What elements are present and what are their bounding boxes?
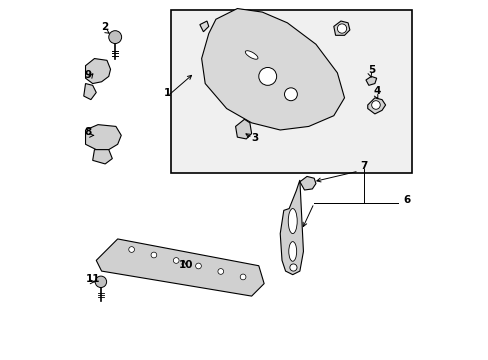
Text: 2: 2 <box>101 22 108 32</box>
Circle shape <box>128 247 134 252</box>
Circle shape <box>151 252 157 258</box>
Text: 7: 7 <box>360 161 367 171</box>
Polygon shape <box>96 239 264 296</box>
Text: 11: 11 <box>85 274 100 284</box>
Circle shape <box>195 263 201 269</box>
Text: 6: 6 <box>403 195 410 205</box>
Ellipse shape <box>287 208 297 234</box>
Circle shape <box>371 101 380 109</box>
Text: 5: 5 <box>367 65 374 75</box>
Ellipse shape <box>245 51 258 59</box>
Polygon shape <box>235 119 251 139</box>
Ellipse shape <box>288 242 296 261</box>
Polygon shape <box>85 125 121 150</box>
Polygon shape <box>280 180 303 275</box>
Polygon shape <box>200 21 208 32</box>
Polygon shape <box>333 21 349 35</box>
Circle shape <box>284 88 297 101</box>
Polygon shape <box>93 150 112 164</box>
Circle shape <box>240 274 245 280</box>
Circle shape <box>258 67 276 85</box>
Polygon shape <box>367 98 385 114</box>
Circle shape <box>95 276 106 288</box>
Text: 4: 4 <box>373 86 381 96</box>
Circle shape <box>289 264 296 271</box>
Circle shape <box>337 24 346 33</box>
Polygon shape <box>365 76 376 85</box>
Polygon shape <box>201 9 344 130</box>
FancyBboxPatch shape <box>171 10 411 173</box>
Polygon shape <box>299 176 315 190</box>
Text: 9: 9 <box>84 70 91 80</box>
Circle shape <box>173 258 179 264</box>
Circle shape <box>108 31 122 44</box>
Circle shape <box>218 269 223 274</box>
Text: 10: 10 <box>178 260 193 270</box>
Polygon shape <box>85 59 110 84</box>
Text: 8: 8 <box>84 127 92 138</box>
Text: 1: 1 <box>164 88 171 98</box>
Polygon shape <box>83 84 96 100</box>
Text: 3: 3 <box>251 134 258 143</box>
